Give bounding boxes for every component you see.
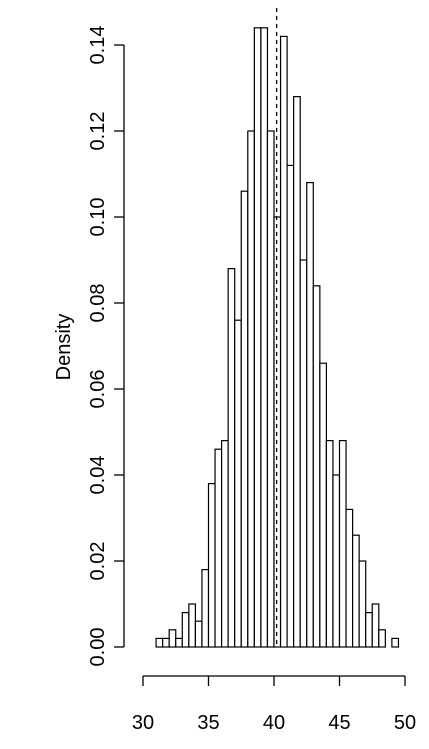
y-tick-label: 0.04 [87, 456, 109, 495]
histogram-bar [391, 637, 400, 648]
histogram-bar [306, 182, 314, 648]
histogram-bar [155, 637, 164, 648]
y-tick-label: 0.12 [87, 112, 109, 151]
y-tick-label: 0.08 [87, 284, 109, 323]
histogram-bar [299, 259, 308, 648]
histogram-bar [325, 440, 334, 648]
y-tick-label: 0.00 [87, 628, 109, 667]
histogram-bar [345, 508, 354, 648]
histogram-bar [319, 362, 328, 648]
histogram-bar [214, 448, 223, 648]
histogram-bar [378, 629, 386, 648]
histogram-bar [188, 603, 197, 648]
histogram-bar [221, 440, 229, 648]
histogram-bar [181, 611, 190, 648]
histogram-bar [247, 130, 255, 648]
x-axis: 30 35 40 45 50 [132, 675, 416, 734]
histogram-bar [286, 164, 295, 648]
histogram-bar [253, 27, 262, 648]
histogram-bar [234, 319, 242, 648]
histogram-bar [207, 483, 216, 648]
histogram-bar [260, 27, 269, 648]
histogram-bar [332, 474, 341, 648]
histogram-bar [162, 637, 170, 648]
histogram-bar [371, 603, 380, 648]
histogram-bar [358, 560, 367, 648]
y-tick-label: 0.10 [87, 198, 109, 237]
y-axis-title: Density [53, 314, 75, 381]
histogram-bar [273, 216, 282, 648]
y-axis: 0.00 0.02 0.04 0.06 0.08 0.10 0.12 0.14 [87, 26, 125, 667]
histogram-bars [155, 27, 400, 648]
histogram-bar [201, 568, 210, 648]
histogram-bar [365, 611, 373, 648]
x-tick-label: 40 [263, 712, 285, 734]
x-tick-label: 50 [394, 712, 416, 734]
y-tick-label: 0.14 [87, 26, 109, 65]
y-tick-label: 0.02 [87, 542, 109, 581]
histogram-bar [175, 637, 183, 648]
histogram-bar [338, 440, 347, 648]
histogram-bar [293, 95, 301, 648]
histogram-bar [227, 268, 236, 648]
histogram-bar [312, 285, 321, 648]
histogram-bar [168, 629, 177, 648]
x-tick-label: 45 [328, 712, 350, 734]
x-tick-label: 35 [197, 712, 219, 734]
histogram-bar [352, 534, 360, 648]
histogram-bar [240, 190, 249, 648]
histogram-bar [194, 620, 203, 648]
x-tick-label: 30 [132, 712, 154, 734]
histogram-bar [266, 130, 275, 648]
y-tick-label: 0.06 [87, 370, 109, 409]
histogram-bar [279, 35, 288, 648]
